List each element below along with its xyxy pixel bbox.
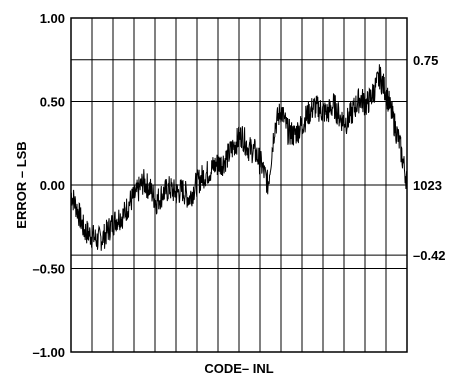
y-tick-label: 0.50: [40, 95, 65, 110]
y-tick-label: 0.00: [40, 178, 65, 193]
annotations: 0.75 1023 –0.42: [413, 53, 446, 263]
series-line-inl: [70, 64, 408, 251]
reference-lines: [71, 59, 407, 256]
y-tick-label: –1.00: [32, 345, 65, 360]
x-axis-label: CODE– INL: [204, 361, 273, 376]
annotation-label: 1023: [413, 178, 442, 193]
y-tick-labels: 1.00 0.50 0.00 –0.50 –1.00: [32, 11, 65, 360]
plot-frame: [70, 17, 408, 353]
y-tick-label: 1.00: [40, 11, 65, 26]
annotation-label: 0.75: [413, 53, 438, 68]
y-axis-label: ERROR – LSB: [14, 141, 29, 228]
y-tick-label: –0.50: [32, 262, 65, 277]
annotation-label: –0.42: [413, 248, 446, 263]
